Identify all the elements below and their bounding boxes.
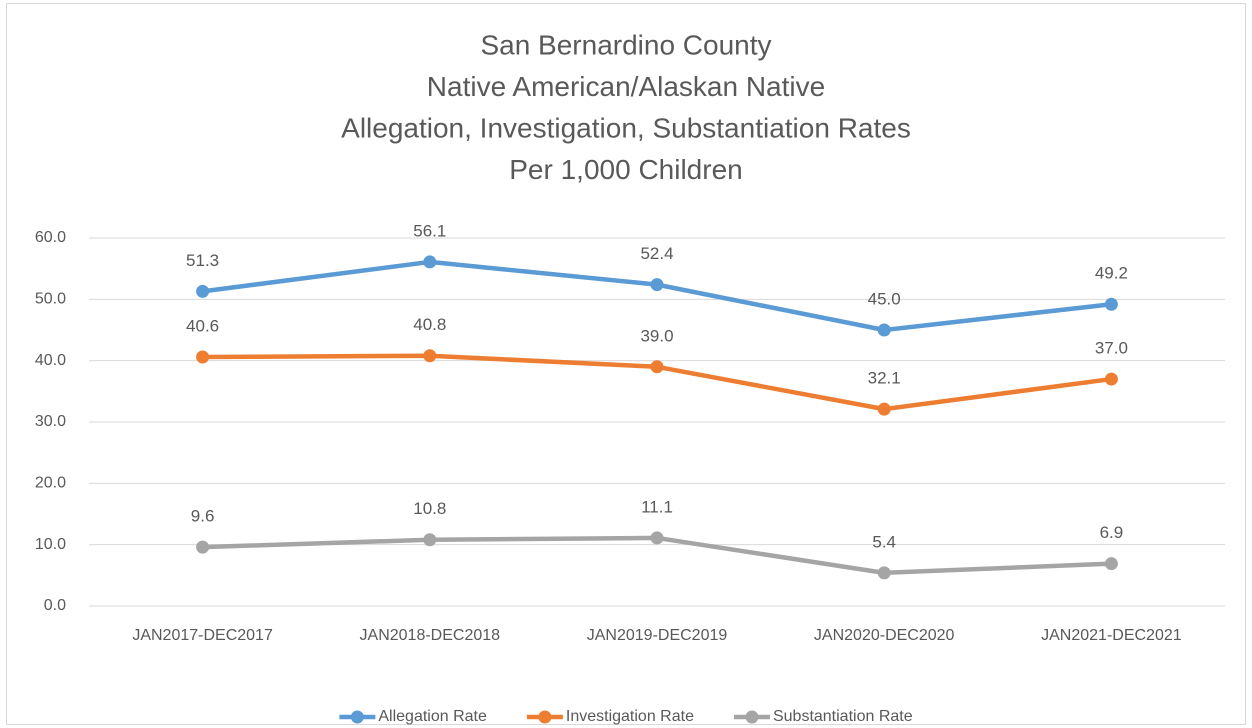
data-point	[877, 402, 891, 416]
y-tick-label: 20.0	[35, 475, 66, 492]
data-label: 45.0	[868, 289, 901, 308]
data-label: 39.0	[640, 326, 673, 345]
data-point	[196, 540, 210, 554]
data-point	[877, 323, 891, 337]
x-tick-label: JAN2017-DEC2017	[132, 627, 273, 644]
legend-marker	[350, 710, 364, 724]
data-point	[423, 349, 437, 363]
chart-title: Per 1,000 Children	[509, 154, 742, 185]
data-point	[423, 533, 437, 547]
y-tick-label: 60.0	[35, 229, 66, 246]
chart-title: Native American/Alaskan Native	[427, 71, 825, 102]
data-point	[196, 284, 210, 298]
data-point	[650, 360, 664, 374]
data-label: 40.6	[186, 316, 219, 335]
data-point	[650, 278, 664, 292]
data-label: 40.8	[413, 315, 446, 334]
data-label: 11.1	[641, 497, 673, 516]
data-point	[1104, 372, 1118, 386]
legend-label: Substantiation Rate	[773, 708, 913, 725]
data-label: 32.1	[868, 369, 901, 388]
data-point	[877, 566, 891, 580]
data-point	[196, 350, 210, 364]
data-label: 56.1	[413, 221, 446, 240]
data-point	[423, 255, 437, 269]
x-tick-label: JAN2018-DEC2018	[360, 627, 501, 644]
x-tick-label: JAN2021-DEC2021	[1041, 627, 1182, 644]
data-label: 51.3	[186, 251, 219, 270]
data-point	[1104, 557, 1118, 571]
x-tick-label: JAN2019-DEC2019	[587, 627, 728, 644]
data-label: 49.2	[1095, 264, 1128, 283]
chart-title: San Bernardino County	[480, 29, 771, 60]
data-label: 37.0	[1095, 339, 1128, 358]
legend: Allegation Rate Investigation Rate Substan…	[339, 708, 913, 725]
legend-label: Allegation Rate	[378, 708, 487, 725]
data-label: 6.9	[1100, 523, 1124, 542]
legend-marker	[538, 710, 552, 724]
legend-label: Investigation Rate	[566, 708, 694, 725]
data-label: 52.4	[640, 244, 673, 263]
legend-item: Substantiation Rate	[733, 708, 913, 725]
legend-item: Allegation Rate	[339, 708, 487, 725]
legend-item: Investigation Rate	[526, 708, 694, 725]
y-tick-label: 40.0	[35, 352, 66, 369]
legend-marker	[745, 710, 759, 724]
data-point	[1104, 297, 1118, 311]
y-tick-label: 0.0	[44, 597, 66, 614]
x-tick-label: JAN2020-DEC2020	[814, 627, 955, 644]
data-point	[650, 531, 664, 545]
data-label: 9.6	[191, 507, 215, 526]
y-tick-label: 30.0	[35, 413, 66, 430]
chart-title: Allegation, Investigation, Substantiatio…	[341, 112, 911, 143]
y-tick-label: 10.0	[35, 536, 66, 553]
y-tick-label: 50.0	[35, 291, 66, 308]
data-label: 5.4	[872, 532, 896, 551]
data-label: 10.8	[413, 499, 446, 518]
